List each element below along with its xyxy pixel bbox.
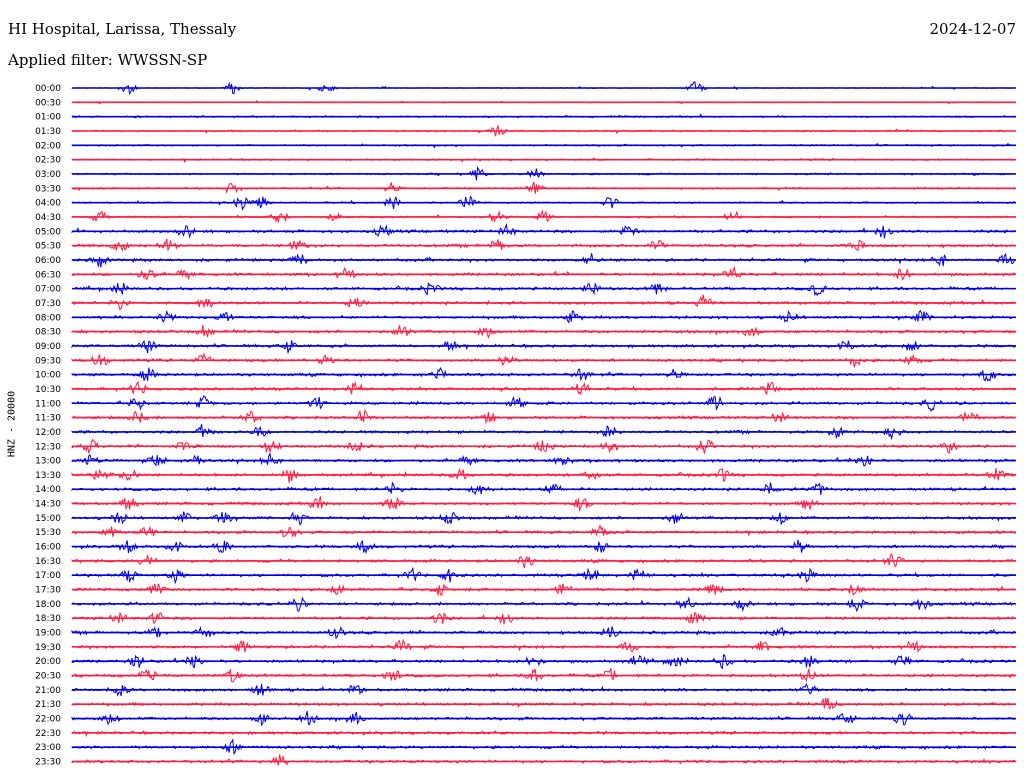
time-label-0730: 07:30 <box>35 299 61 309</box>
time-label-1930: 19:30 <box>35 643 61 653</box>
time-label-2100: 21:00 <box>35 686 61 696</box>
time-label-0630: 06:30 <box>35 270 61 280</box>
time-label-0330: 03:30 <box>35 184 61 194</box>
time-label-1630: 16:30 <box>35 557 61 567</box>
time-label-1430: 14:30 <box>35 500 61 510</box>
trace-1130 <box>71 409 1016 424</box>
time-label-2230: 22:30 <box>35 729 61 739</box>
trace-1300 <box>71 452 1016 467</box>
record-date: 2024-12-07 <box>929 20 1016 38</box>
filter-label: Applied filter: WWSSN-SP <box>8 51 208 69</box>
time-label-0530: 05:30 <box>35 242 61 252</box>
time-label-1500: 15:00 <box>35 514 61 524</box>
time-label-1030: 10:30 <box>35 385 61 395</box>
time-label-0830: 08:30 <box>35 328 61 338</box>
time-label-1230: 12:30 <box>35 442 61 452</box>
time-label-1730: 17:30 <box>35 586 61 596</box>
time-label-1300: 13:00 <box>35 457 61 467</box>
time-labels: 00:00 00:30 01:00 01:30 02:00 02:30 03:00 03:30… <box>35 84 61 768</box>
time-label-1130: 11:30 <box>35 414 61 424</box>
station-title: HI Hospital, Larissa, Thessaly <box>8 20 237 38</box>
time-label-0300: 03:00 <box>35 170 61 180</box>
time-label-2300: 23:00 <box>35 743 61 753</box>
time-label-0930: 09:30 <box>35 356 61 366</box>
time-label-1830: 18:30 <box>35 614 61 624</box>
time-label-0700: 07:00 <box>35 285 61 295</box>
time-label-2030: 20:30 <box>35 672 61 682</box>
time-label-1900: 19:00 <box>35 629 61 639</box>
trace-2130 <box>71 697 1016 710</box>
time-label-1530: 15:30 <box>35 528 61 538</box>
time-label-1600: 16:00 <box>35 543 61 553</box>
time-label-0000: 00:00 <box>35 84 61 94</box>
trace-2330 <box>71 754 1016 766</box>
time-label-0430: 04:30 <box>35 213 61 223</box>
time-label-2330: 23:30 <box>35 758 61 768</box>
time-label-0030: 00:30 <box>35 98 61 108</box>
time-label-2200: 22:00 <box>35 715 61 725</box>
time-label-0400: 04:00 <box>35 199 61 209</box>
trace-1530 <box>71 523 1016 538</box>
time-label-0600: 06:00 <box>35 256 61 266</box>
time-label-0500: 05:00 <box>35 227 61 237</box>
time-label-1800: 18:00 <box>35 600 61 610</box>
time-label-0800: 08:00 <box>35 313 61 323</box>
time-label-0900: 09:00 <box>35 342 61 352</box>
time-label-1200: 12:00 <box>35 428 61 438</box>
time-label-1100: 11:00 <box>35 399 61 409</box>
time-label-2130: 21:30 <box>35 700 61 710</box>
time-label-0130: 01:30 <box>35 127 61 137</box>
trace-0530 <box>71 238 1016 252</box>
seismic-traces <box>71 81 1016 766</box>
time-label-0200: 02:00 <box>35 141 61 151</box>
time-label-1330: 13:30 <box>35 471 61 481</box>
time-label-0230: 02:30 <box>35 156 61 166</box>
time-label-1000: 10:00 <box>35 371 61 381</box>
time-label-2000: 20:00 <box>35 657 61 667</box>
time-label-1700: 17:00 <box>35 571 61 581</box>
time-label-1400: 14:00 <box>35 485 61 495</box>
trace-1800 <box>71 596 1016 613</box>
time-label-0100: 01:00 <box>35 113 61 123</box>
